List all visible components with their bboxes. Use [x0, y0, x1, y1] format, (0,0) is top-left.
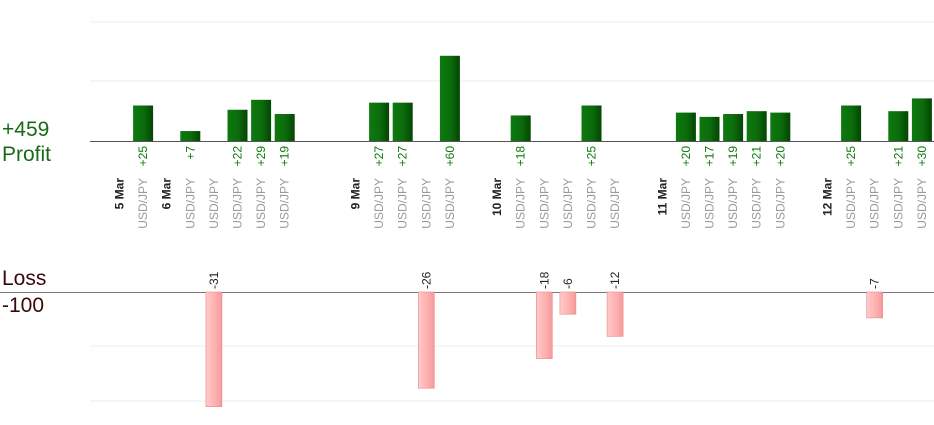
- profit-value-label-23: +30: [915, 146, 929, 167]
- loss-label: Loss: [2, 267, 47, 290]
- pair-label-18: USD/JPY: [750, 178, 764, 229]
- profit-value-label-18: +21: [750, 146, 764, 167]
- date-label-2: 9 Mar: [349, 178, 363, 210]
- profit-bar-20: [841, 105, 862, 141]
- pair-label-20: USD/JPY: [844, 178, 858, 229]
- profit-bar-22: [888, 111, 909, 141]
- profit-bar-7: [392, 102, 413, 141]
- date-label-0: 5 Mar: [113, 178, 127, 210]
- loss-value-label-8: -26: [419, 271, 433, 289]
- pair-label-19: USD/JPY: [773, 178, 787, 229]
- pair-label-2: USD/JPY: [207, 178, 221, 229]
- loss-total: -100: [2, 294, 45, 317]
- pair-label-23: USD/JPY: [915, 178, 929, 229]
- profit-bar-5: [274, 114, 295, 141]
- profit-bar-0: [133, 105, 154, 141]
- loss-bar-14: [606, 291, 624, 337]
- profit-bar-1: [180, 131, 201, 141]
- profit-value-label-19: +20: [773, 146, 787, 167]
- profit-value-label-15: +20: [679, 146, 693, 167]
- profit-total: +459: [2, 118, 50, 141]
- pair-label-8: USD/JPY: [419, 178, 433, 229]
- pair-label-21: USD/JPY: [868, 178, 882, 229]
- loss-value-label-11: -18: [537, 271, 551, 289]
- pair-label-13: USD/JPY: [585, 178, 599, 229]
- pair-label-11: USD/JPY: [537, 178, 551, 229]
- profit-bar-18: [746, 111, 767, 141]
- loss-bar-11: [535, 291, 553, 359]
- pair-label-0: USD/JPY: [136, 178, 150, 229]
- profit-value-label-10: +18: [514, 146, 528, 167]
- profit-value-label-17: +19: [726, 146, 740, 167]
- pair-label-1: USD/JPY: [183, 178, 197, 229]
- profit-value-label-4: +29: [254, 146, 268, 167]
- profit-bar-17: [723, 114, 744, 141]
- loss-value-label-14: -12: [608, 271, 622, 289]
- profit-value-label-5: +19: [278, 146, 292, 167]
- pair-label-7: USD/JPY: [396, 178, 410, 229]
- profit-value-label-13: +25: [585, 146, 599, 167]
- pair-label-12: USD/JPY: [561, 178, 575, 229]
- profit-label: Profit: [2, 143, 52, 166]
- date-label-5: 12 Mar: [821, 178, 835, 216]
- profit-bar-4: [251, 99, 272, 141]
- profit-value-label-7: +27: [396, 146, 410, 167]
- profit-bar-13: [581, 105, 602, 141]
- date-label-4: 11 Mar: [655, 178, 669, 216]
- pair-label-9: USD/JPY: [443, 178, 457, 229]
- profit-value-label-3: +22: [231, 146, 245, 167]
- pair-label-15: USD/JPY: [679, 178, 693, 229]
- profit-bar-10: [510, 115, 531, 141]
- profit-bar-6: [369, 102, 390, 141]
- profit-value-label-9: +60: [443, 146, 457, 167]
- pair-label-14: USD/JPY: [608, 178, 622, 229]
- pair-label-22: USD/JPY: [891, 178, 905, 229]
- profit-bar-16: [699, 116, 720, 141]
- loss-value-label-2: -31: [207, 271, 221, 289]
- profit-value-label-20: +25: [844, 146, 858, 167]
- profit-bar-9: [439, 55, 460, 141]
- pair-label-4: USD/JPY: [254, 178, 268, 229]
- loss-bar-12: [559, 291, 577, 315]
- loss-bar-21: [866, 291, 884, 319]
- loss-bar-2: [205, 291, 223, 407]
- loss-bar-8: [417, 291, 435, 389]
- pair-label-5: USD/JPY: [278, 178, 292, 229]
- profit-value-label-1: +7: [183, 146, 197, 160]
- loss-value-label-12: -6: [561, 278, 575, 289]
- profit-value-label-16: +17: [703, 146, 717, 167]
- profit-value-label-22: +21: [891, 146, 905, 167]
- pair-label-10: USD/JPY: [514, 178, 528, 229]
- profit-bar-23: [911, 98, 932, 141]
- date-label-1: 6 Mar: [160, 178, 174, 210]
- profit-bar-15: [675, 112, 696, 141]
- pair-label-3: USD/JPY: [231, 178, 245, 229]
- pair-label-17: USD/JPY: [726, 178, 740, 229]
- profit-value-label-6: +27: [372, 146, 386, 167]
- profit-bar-3: [227, 109, 248, 141]
- loss-value-label-21: -7: [868, 278, 882, 289]
- date-label-3: 10 Mar: [490, 178, 504, 216]
- profit-bar-19: [770, 112, 791, 141]
- pair-label-6: USD/JPY: [372, 178, 386, 229]
- pair-label-16: USD/JPY: [703, 178, 717, 229]
- profit-value-label-0: +25: [136, 146, 150, 167]
